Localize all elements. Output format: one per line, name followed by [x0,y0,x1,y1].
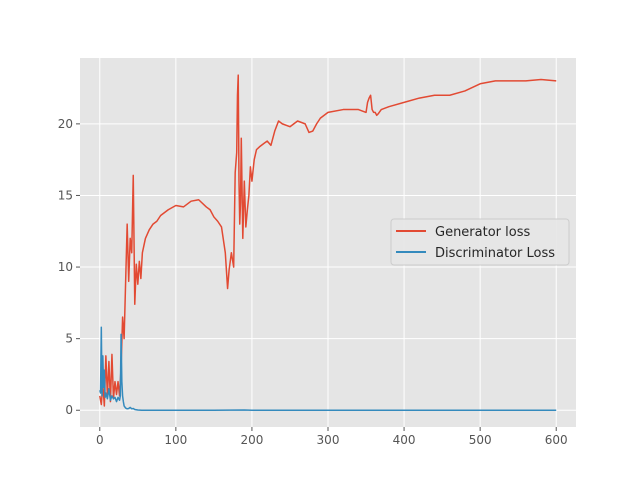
y-tick-label: 10 [58,260,73,274]
x-tick-label: 200 [240,433,263,447]
series-line-discriminator-loss [99,326,557,411]
x-tick-label: 300 [317,433,340,447]
legend-label-generator-loss: Generator loss [435,225,530,240]
axis-ticks: 0 100 200 300 400 500 600 0 5 10 15 20 [58,117,568,447]
y-tick-label: 20 [58,117,73,131]
legend: Generator loss Discriminator Loss [390,218,570,266]
series-line-generator-loss [99,74,557,407]
y-tick-label: 0 [65,403,73,417]
x-tick-label: 100 [164,433,187,447]
legend-label-discriminator-loss: Discriminator Loss [435,246,555,261]
x-tick-label: 0 [96,433,104,447]
legend-box [390,218,570,266]
series-lines [99,74,557,411]
x-tick-label: 400 [393,433,416,447]
y-tick-label: 5 [65,332,73,346]
y-tick-label: 15 [58,188,73,202]
x-tick-label: 600 [545,433,568,447]
x-tick-label: 500 [469,433,492,447]
